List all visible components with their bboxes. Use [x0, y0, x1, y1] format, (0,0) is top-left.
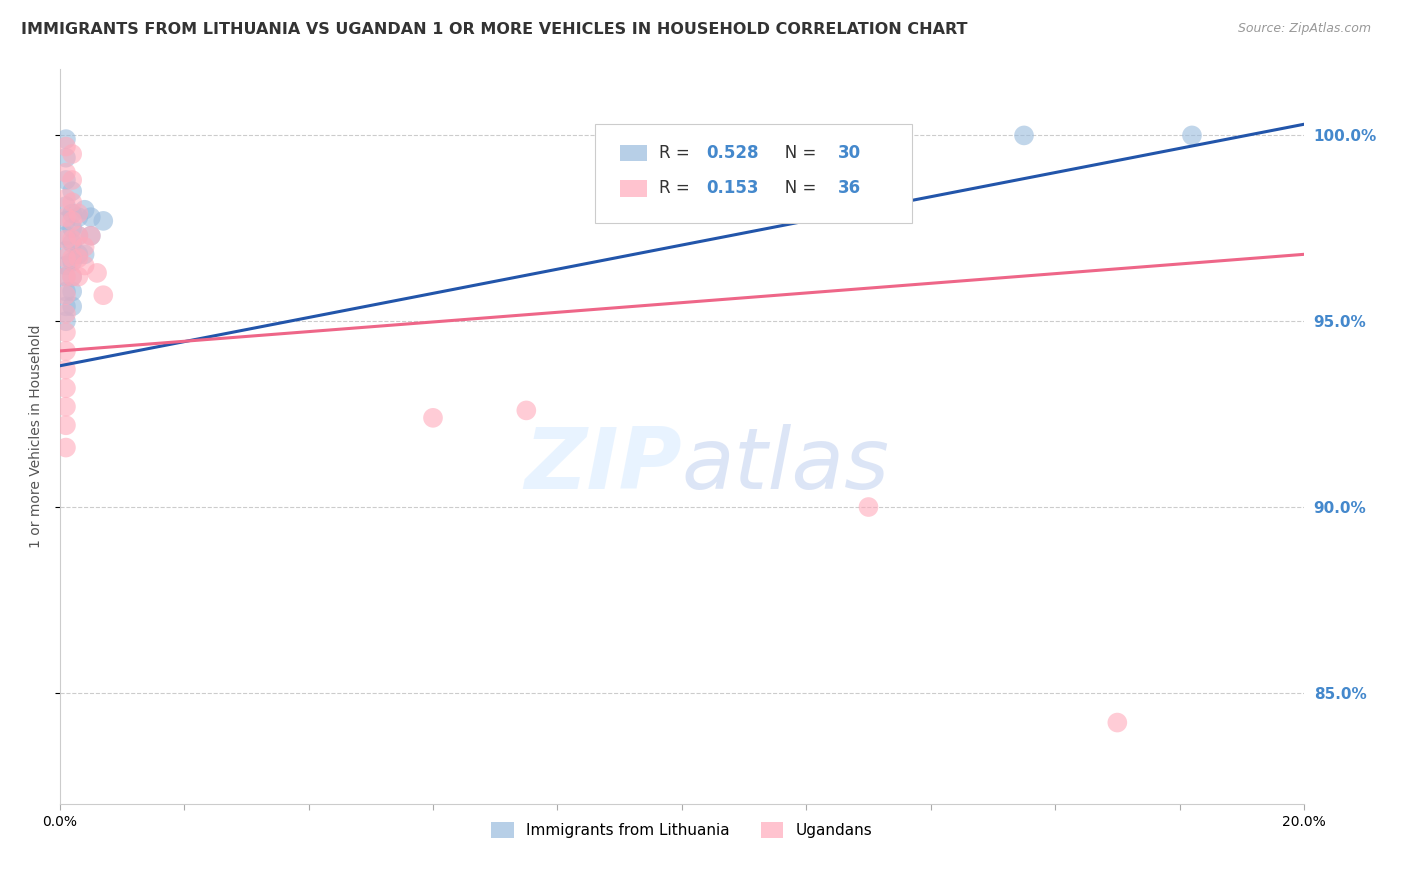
Point: [55, 362, 77, 376]
Text: atlas: atlas: [682, 425, 890, 508]
Point: [60, 221, 83, 235]
Point: [60, 147, 83, 161]
Point: [55, 139, 77, 153]
Point: [858, 500, 880, 514]
Point: [55, 343, 77, 358]
Point: [55, 214, 77, 228]
Text: Source: ZipAtlas.com: Source: ZipAtlas.com: [1237, 22, 1371, 36]
Point: [73, 240, 96, 254]
Point: [55, 269, 77, 284]
Point: [60, 214, 83, 228]
Point: [80, 210, 103, 224]
Text: 36: 36: [838, 179, 860, 197]
Point: [60, 285, 83, 299]
Point: [55, 151, 77, 165]
Point: [86, 266, 108, 280]
Point: [67, 228, 90, 243]
Point: [1181, 128, 1204, 143]
Point: [55, 381, 77, 395]
Point: [55, 441, 77, 455]
Point: [55, 199, 77, 213]
Text: 30: 30: [838, 145, 860, 162]
Point: [55, 210, 77, 224]
Point: [55, 307, 77, 321]
Point: [55, 228, 77, 243]
Point: [55, 251, 77, 265]
Point: [80, 228, 103, 243]
Text: R =: R =: [659, 145, 696, 162]
Point: [1107, 715, 1129, 730]
Text: N =: N =: [769, 145, 821, 162]
Point: [55, 132, 77, 146]
Point: [60, 236, 83, 251]
FancyBboxPatch shape: [595, 124, 912, 223]
Point: [91, 288, 114, 302]
Point: [55, 165, 77, 179]
Point: [55, 173, 77, 187]
Point: [73, 202, 96, 217]
Point: [67, 251, 90, 265]
Point: [60, 269, 83, 284]
FancyBboxPatch shape: [620, 145, 647, 161]
Y-axis label: 1 or more Vehicles in Household: 1 or more Vehicles in Household: [30, 325, 44, 549]
Point: [67, 247, 90, 261]
Text: 0.528: 0.528: [707, 145, 759, 162]
Point: [60, 184, 83, 198]
Point: [73, 247, 96, 261]
Point: [67, 206, 90, 220]
Point: [422, 410, 444, 425]
Point: [1012, 128, 1035, 143]
Point: [55, 259, 77, 273]
Point: [515, 403, 537, 417]
Point: [55, 192, 77, 206]
Point: [67, 228, 90, 243]
Point: [60, 299, 83, 313]
Point: [55, 314, 77, 328]
Point: [73, 259, 96, 273]
Point: [60, 251, 83, 265]
Point: [55, 400, 77, 414]
Text: ZIP: ZIP: [524, 425, 682, 508]
Point: [60, 254, 83, 268]
Point: [91, 214, 114, 228]
Point: [60, 232, 83, 246]
Point: [55, 269, 77, 284]
Point: [55, 244, 77, 258]
Text: 0.153: 0.153: [707, 179, 759, 197]
Point: [55, 285, 77, 299]
Text: IMMIGRANTS FROM LITHUANIA VS UGANDAN 1 OR MORE VEHICLES IN HOUSEHOLD CORRELATION: IMMIGRANTS FROM LITHUANIA VS UGANDAN 1 O…: [21, 22, 967, 37]
Point: [80, 228, 103, 243]
Point: [55, 299, 77, 313]
Point: [55, 326, 77, 340]
Point: [55, 232, 77, 246]
Point: [55, 418, 77, 433]
Point: [55, 288, 77, 302]
Legend: Immigrants from Lithuania, Ugandans: Immigrants from Lithuania, Ugandans: [485, 816, 879, 845]
Text: N =: N =: [769, 179, 821, 197]
Text: R =: R =: [659, 179, 696, 197]
FancyBboxPatch shape: [620, 180, 647, 196]
Point: [60, 269, 83, 284]
Point: [67, 210, 90, 224]
Point: [60, 195, 83, 210]
Point: [67, 269, 90, 284]
Point: [60, 206, 83, 220]
Point: [60, 173, 83, 187]
